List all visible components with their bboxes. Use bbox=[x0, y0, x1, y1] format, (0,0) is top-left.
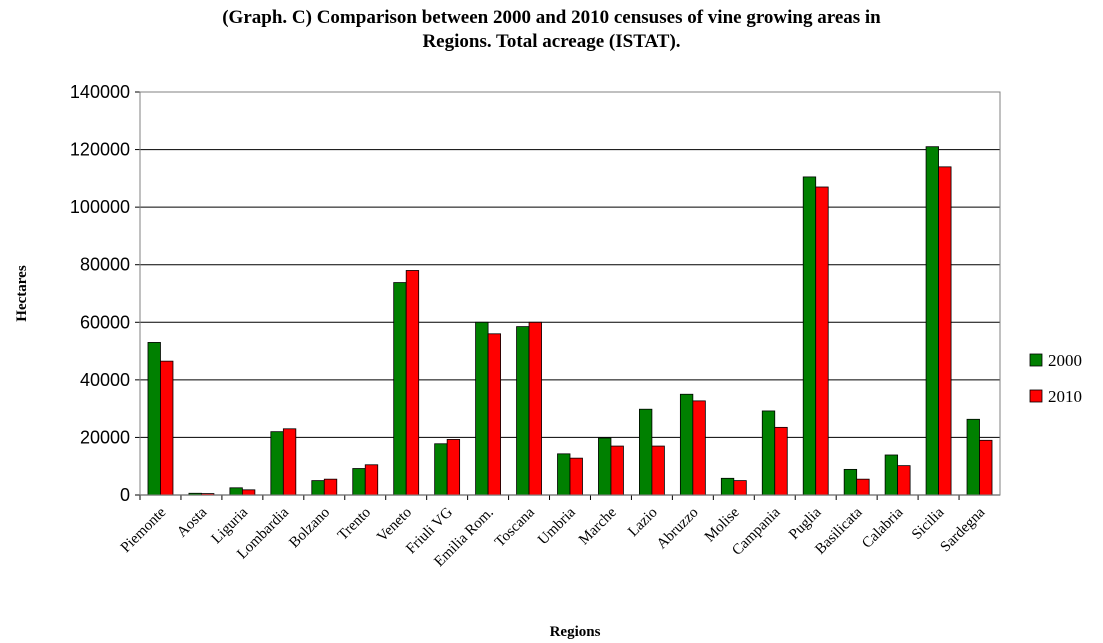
chart-title-line-2: Regions. Total acreage (ISTAT). bbox=[422, 31, 681, 52]
bar-2000-toscana bbox=[516, 326, 530, 496]
bar-2000-sardegna bbox=[966, 418, 980, 496]
bar-2010-liguria bbox=[241, 489, 256, 496]
chart-title-line-1: (Graph. C) Comparison between 2000 and 2… bbox=[222, 7, 881, 28]
bar-2010-molise bbox=[733, 480, 747, 496]
bar-2010-toscana bbox=[528, 321, 542, 496]
x-category-label: Lazio bbox=[625, 505, 660, 540]
bar-2000-lombardia bbox=[270, 431, 284, 496]
y-tick-label: 80000 bbox=[80, 255, 130, 275]
bar-2000-marche bbox=[598, 437, 612, 496]
y-tick-label: 60000 bbox=[80, 312, 130, 332]
x-category-label: Aosta bbox=[174, 504, 210, 540]
bar-2000-calabria bbox=[884, 454, 899, 496]
x-category-label: Toscana bbox=[492, 504, 538, 550]
y-tick-label: 20000 bbox=[80, 427, 130, 447]
bar-2000-bolzano bbox=[311, 480, 325, 496]
bar-2010-basilicata bbox=[856, 478, 870, 496]
bar-2000-puglia bbox=[802, 176, 817, 496]
y-tick-label: 0 bbox=[120, 485, 130, 505]
bar-2000-veneto bbox=[393, 282, 407, 496]
bar-2010-marche bbox=[610, 445, 624, 496]
legend: 2000 2010 bbox=[1029, 351, 1082, 406]
bar-2010-bolzano bbox=[323, 478, 338, 496]
legend-swatch-2010 bbox=[1029, 389, 1043, 403]
legend-swatch-2000 bbox=[1029, 353, 1043, 367]
bar-2010-sicilia bbox=[938, 166, 952, 496]
x-category-label: Sicilia bbox=[909, 504, 948, 543]
bar-2010-lazio bbox=[651, 445, 665, 496]
bar-2000-lazio bbox=[639, 408, 653, 496]
plot-area-frame bbox=[139, 91, 1001, 496]
x-category-label: Umbria bbox=[535, 504, 579, 548]
chart-title: (Graph. C) Comparison between 2000 and 2… bbox=[0, 6, 1103, 54]
bar-2010-calabria bbox=[897, 465, 911, 496]
x-category-label: Puglia bbox=[786, 504, 825, 543]
bar-2000-piemonte bbox=[147, 342, 161, 496]
x-category-label: Calabria bbox=[859, 504, 906, 551]
bar-2000-umbria bbox=[557, 453, 571, 496]
x-category-label: Piemonte bbox=[118, 504, 170, 556]
y-tick-label: 100000 bbox=[70, 197, 130, 217]
x-category-label: Bolzano bbox=[286, 505, 333, 552]
bars bbox=[147, 146, 993, 496]
bar-2010-veneto bbox=[405, 270, 420, 496]
bar-2010-lombardia bbox=[282, 428, 297, 496]
x-category-label: Sardegna bbox=[938, 504, 989, 555]
gridlines bbox=[140, 91, 1000, 438]
bar-2000-emilia-rom- bbox=[475, 321, 489, 496]
legend-label-2010: 2010 bbox=[1048, 387, 1082, 406]
bar-2010-friuli-vg bbox=[446, 439, 461, 496]
bar-2000-molise bbox=[720, 477, 735, 496]
y-axis-title: Hectares bbox=[14, 265, 30, 322]
y-tick-label: 140000 bbox=[70, 82, 130, 102]
y-tick-label: 40000 bbox=[80, 370, 130, 390]
bar-2000-sicilia bbox=[925, 146, 939, 496]
bar-2000-friuli-vg bbox=[434, 443, 448, 496]
bar-2010-umbria bbox=[569, 457, 583, 496]
bar-2010-piemonte bbox=[160, 360, 174, 496]
x-category-label: Abruzzo bbox=[654, 505, 702, 553]
bar-2010-emilia-rom- bbox=[487, 333, 501, 496]
legend-label-2000: 2000 bbox=[1048, 351, 1082, 370]
bar-2000-campania bbox=[761, 410, 776, 496]
bar-2010-campania bbox=[774, 426, 788, 496]
x-axis-title: Regions bbox=[550, 624, 601, 640]
x-category-label: Marche bbox=[576, 504, 620, 548]
bar-2000-liguria bbox=[229, 487, 243, 496]
bar-2010-trento bbox=[364, 464, 379, 496]
bar-2000-basilicata bbox=[843, 468, 858, 496]
bar-2010-puglia bbox=[815, 186, 829, 496]
bar-2000-trento bbox=[352, 468, 366, 496]
bar-2010-sardegna bbox=[979, 439, 993, 496]
y-tick-label: 120000 bbox=[70, 140, 130, 160]
bar-2000-abruzzo bbox=[679, 393, 694, 496]
bar-2010-abruzzo bbox=[692, 400, 706, 496]
x-category-label: Trento bbox=[335, 505, 374, 544]
